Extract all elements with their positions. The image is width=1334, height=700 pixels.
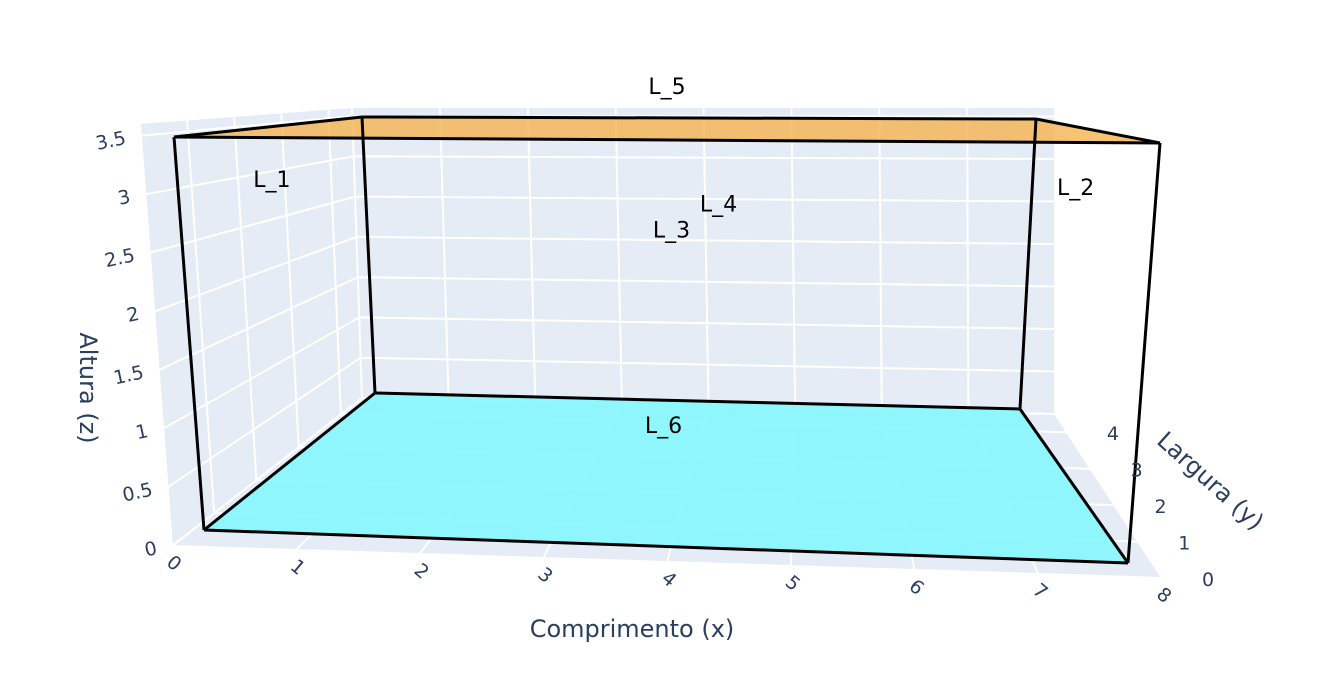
z-axis-title: Altura (z) — [74, 332, 102, 443]
box-edge — [172, 136, 206, 531]
z-tick-label: 3.5 — [94, 127, 128, 155]
x-tick-label: 5 — [781, 571, 804, 596]
y-tick-label: 2 — [1154, 496, 1166, 518]
box-edge — [360, 116, 377, 394]
box-edge — [361, 115, 1037, 121]
face-floor — [204, 393, 1128, 563]
x-tick-label: 6 — [905, 575, 928, 600]
gridline-x — [1054, 108, 1163, 579]
y-tick-label: 3 — [1131, 460, 1143, 482]
y-tick-label: 1 — [1178, 533, 1190, 555]
x-axis-title: Comprimento (x) — [530, 615, 735, 643]
y-tick-label: 0 — [1202, 569, 1214, 591]
z-tick-label: 3 — [116, 186, 132, 210]
z-tick-label: 0 — [143, 537, 159, 561]
face-label-L_3: L_3 — [653, 219, 690, 244]
z-tick-label: 1 — [134, 420, 150, 444]
face-label-L_1: L_1 — [253, 168, 290, 193]
z-tick-label: 2.5 — [103, 244, 137, 272]
x-tick-label: 0 — [162, 551, 185, 576]
box-edge — [203, 391, 376, 532]
box-edge — [173, 115, 363, 139]
x-tick-label: 8 — [1152, 583, 1175, 608]
box-edge — [1018, 408, 1130, 564]
z-tick-label: 0.5 — [120, 479, 154, 507]
z-tick-label: 1.5 — [112, 362, 146, 390]
z-tick-label: 2 — [125, 303, 141, 327]
x-tick-label: 4 — [657, 567, 680, 592]
face-ceiling — [174, 117, 1160, 143]
face-label-L_2: L_2 — [1057, 176, 1094, 201]
box-edge — [203, 528, 1129, 565]
gridline-x — [171, 107, 364, 547]
face-label-L_6: L_6 — [645, 414, 682, 439]
x-tick-label: 1 — [286, 555, 309, 580]
box-edge — [374, 391, 1021, 411]
x-tick-label: 3 — [533, 563, 556, 588]
box-edge — [1126, 142, 1162, 564]
y-tick-label: 4 — [1107, 423, 1119, 445]
box-faces — [174, 117, 1160, 563]
box-edges — [172, 115, 1162, 565]
box-edge — [173, 135, 1161, 145]
x-tick-label: 2 — [410, 559, 433, 584]
face-label-L_5: L_5 — [648, 75, 685, 100]
gridline-y — [139, 123, 1163, 579]
box-edge — [1035, 117, 1161, 145]
y-axis-title: Largura (y) — [1152, 426, 1270, 536]
box-edge — [1018, 118, 1038, 410]
face-label-L_4: L_4 — [700, 192, 737, 217]
x-tick-label: 7 — [1028, 579, 1051, 604]
face-labels: L_1 L_2 L_3 L_4 L_5 L_6 — [253, 75, 1094, 439]
